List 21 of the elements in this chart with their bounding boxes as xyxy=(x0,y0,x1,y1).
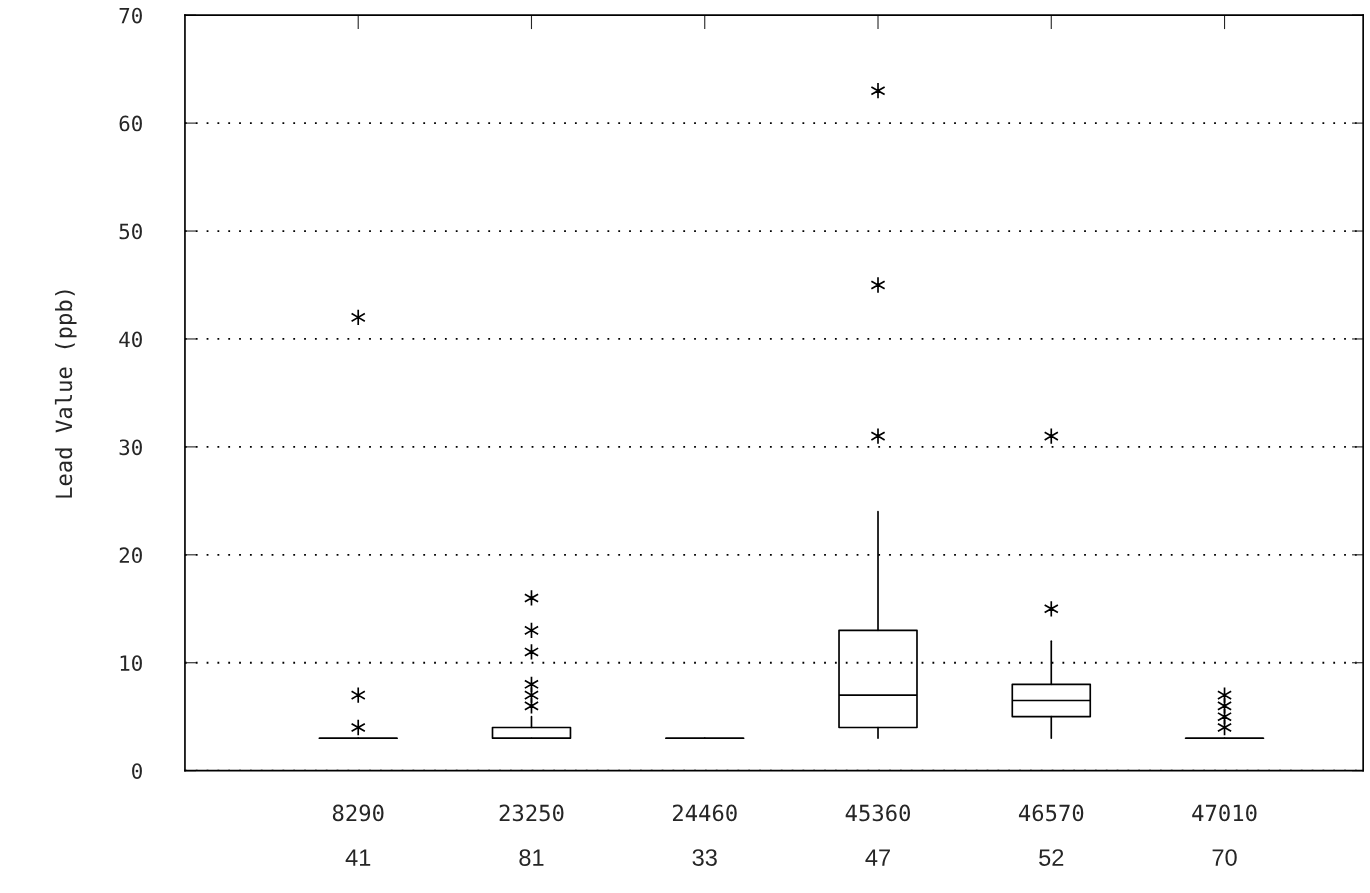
text: 47 xyxy=(865,849,890,866)
x-tick-label: 8290 xyxy=(332,804,384,822)
y-tick-label: 60 xyxy=(119,115,142,132)
x-tick-label: 24460 xyxy=(672,804,737,822)
y-tick-label: 30 xyxy=(119,439,142,456)
text: 81 xyxy=(519,849,544,866)
text: 33 xyxy=(692,849,717,866)
text: 52 xyxy=(1039,849,1064,866)
y-tick-label: 20 xyxy=(119,547,142,564)
y-axis-title: Lead Value (ppb) xyxy=(54,290,77,498)
y-tick-label: 40 xyxy=(119,331,142,348)
x-tick-label: 45360 xyxy=(845,804,911,822)
x-tick-label: 46570 xyxy=(1018,804,1084,822)
text: 41 xyxy=(345,849,371,866)
y-tick-label: 0 xyxy=(132,763,142,779)
y-tick-label: 10 xyxy=(120,655,142,671)
x-tick-label: 47010 xyxy=(1192,804,1257,822)
y-tick-label: 50 xyxy=(119,223,142,240)
text: 70 xyxy=(1212,849,1237,866)
y-tick-label: 70 xyxy=(119,7,142,24)
x-tick-label: 23250 xyxy=(499,804,564,822)
